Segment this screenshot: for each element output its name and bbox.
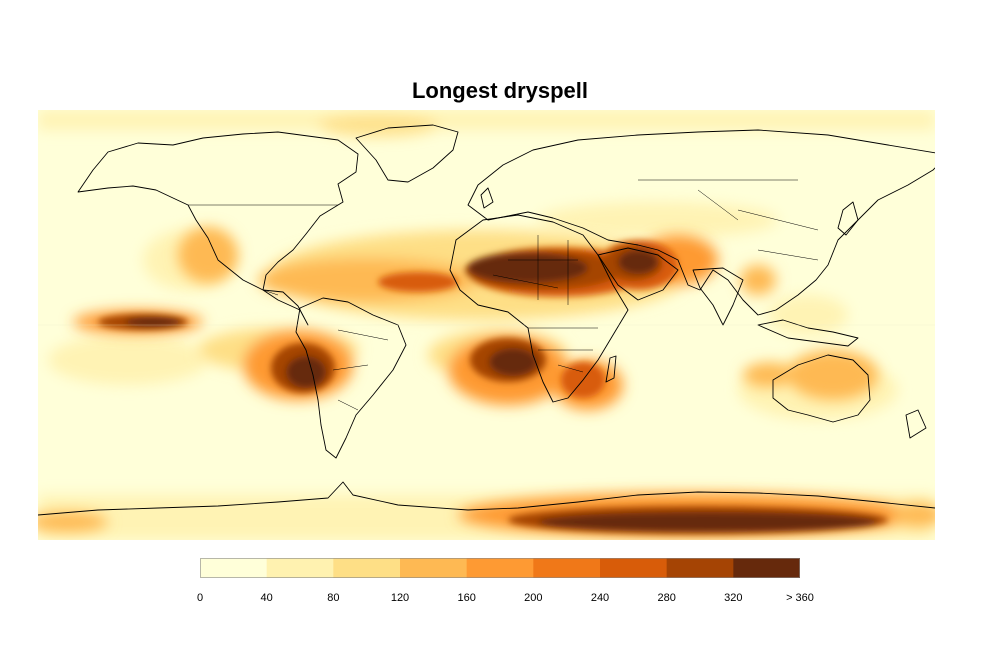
legend-tick-label: 40 [260,592,273,604]
legend-color-bin [533,558,601,578]
south-america-outline [295,297,407,459]
legend-color-bin [200,558,268,578]
country-borders [188,179,819,411]
legend-color-bin [466,558,534,578]
legend-color-bin [400,558,468,578]
legend-tick-label: 320 [724,592,743,604]
legend-tick-label: 160 [457,592,476,604]
legend-tick-label: 200 [524,592,543,604]
dryspell-layer-intense [98,240,888,534]
madagascar-outline [605,355,617,383]
greenland-outline [355,124,459,183]
world-map [38,110,935,540]
australia-outline [772,354,871,423]
legend-border [200,558,800,578]
legend-tick-label: > 360 [786,592,814,604]
indonesia-outline [757,319,859,347]
arabia-outline [597,247,679,301]
north-america-outline [77,131,359,326]
legend-color-bin [266,558,334,578]
africa-outline [449,214,629,403]
colorbar-legend [200,558,800,578]
india-outline [692,267,744,326]
legend-color-bin [333,558,401,578]
legend-tick-label: 80 [327,592,340,604]
new-zealand-outline [905,409,927,439]
legend-color-bin [733,558,800,578]
legend-color-bin [666,558,734,578]
legend-tick-label: 280 [657,592,676,604]
eurasia-outline [467,129,935,316]
uk-outline [480,187,494,209]
antarctica-outline [38,481,935,516]
legend-tick-label: 120 [390,592,410,604]
legend-tick-label: 0 [196,592,204,604]
legend-color-bin [600,558,668,578]
coastlines [38,124,935,516]
legend-tick-label: 240 [590,592,610,604]
japan-outline [837,201,859,236]
chart-title: Longest dryspell [411,78,589,103]
